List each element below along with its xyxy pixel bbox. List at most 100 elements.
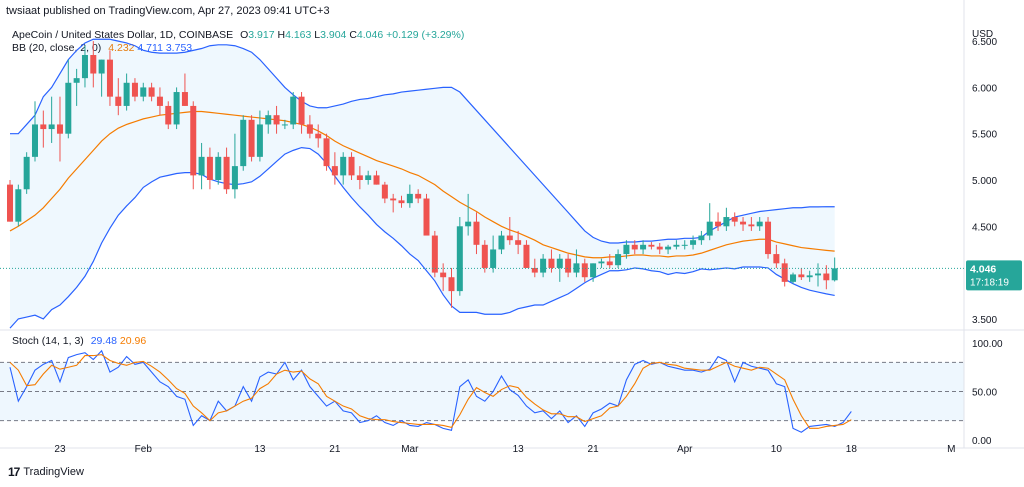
time-tick-label: 10 xyxy=(771,444,783,455)
time-tick-label: M xyxy=(947,444,955,455)
bb-band-fill xyxy=(10,39,835,329)
symbol-name: ApeCoin / United States Dollar, 1D, COIN… xyxy=(12,29,234,41)
countdown-value: 17:18:19 xyxy=(970,277,1009,288)
bb-label: BB (20, close, 2, 0) xyxy=(12,42,102,54)
candle-body xyxy=(265,115,272,125)
stoch-k-line xyxy=(9,349,852,433)
candle-body xyxy=(140,87,147,97)
candle-body xyxy=(665,246,672,250)
candle-body xyxy=(215,156,222,180)
candle-body xyxy=(56,124,63,134)
candle-body xyxy=(315,133,322,139)
candle-body xyxy=(456,226,463,292)
candle-body xyxy=(415,193,422,199)
candle-body xyxy=(798,274,805,278)
candle-body xyxy=(581,263,588,278)
candle-body xyxy=(290,96,297,125)
candle-body xyxy=(390,198,397,201)
open-value: 3.917 xyxy=(248,29,275,41)
candle-body xyxy=(465,221,472,227)
candle-body xyxy=(131,82,138,97)
time-tick-label: 13 xyxy=(254,444,266,455)
candle-body xyxy=(48,124,55,130)
change-value: +0.129 (+3.29%) xyxy=(386,29,465,41)
candle-body xyxy=(156,96,163,106)
candle-body xyxy=(481,244,488,268)
bb-mid-value: 4.232 xyxy=(108,42,135,54)
candle-body xyxy=(198,156,205,176)
stoch-tick-label: 100.00 xyxy=(972,339,1003,350)
candle-body xyxy=(590,263,597,278)
candle-body xyxy=(606,261,613,266)
candle-body xyxy=(381,184,388,199)
candle-body xyxy=(506,235,513,241)
time-tick-label: Apr xyxy=(677,444,693,455)
last-price-badge xyxy=(966,260,1022,291)
candle-body xyxy=(281,124,288,126)
price-tick-label: 3.500 xyxy=(972,315,997,326)
price-tick-label: 5.500 xyxy=(972,130,997,141)
candle-body xyxy=(815,273,822,276)
candle-body xyxy=(706,221,713,236)
candle-body xyxy=(98,59,105,74)
stoch-d-line xyxy=(9,354,852,429)
candle-body xyxy=(373,175,380,185)
stoch-legend: Stoch (14, 1, 3) 29.48 20.96 xyxy=(12,335,146,347)
candle-body xyxy=(790,274,797,282)
bb-middle-line xyxy=(9,110,835,259)
candle-body xyxy=(331,166,338,176)
candle-body xyxy=(698,235,705,241)
currency-label: USD xyxy=(972,29,993,40)
publisher-header: twsiaat published on TradingView.com, Ap… xyxy=(6,5,330,17)
bb-upper-line xyxy=(10,38,835,244)
candle-body xyxy=(823,273,830,281)
candle-body xyxy=(773,254,780,264)
candle-body xyxy=(340,156,347,176)
candle-body xyxy=(348,156,355,176)
candle-body xyxy=(765,221,772,255)
price-tick-label: 5.000 xyxy=(972,176,997,187)
last-price-value: 4.046 xyxy=(970,263,996,275)
price-tick-label: 6.000 xyxy=(972,83,997,94)
time-tick-label: 21 xyxy=(329,444,341,455)
candle-body xyxy=(248,119,255,157)
candle-body xyxy=(81,55,88,79)
close-label: C xyxy=(349,29,357,41)
open-label: O xyxy=(240,29,249,41)
stoch-tick-label: 50.00 xyxy=(972,388,997,399)
candle-body xyxy=(423,198,430,236)
candle-body xyxy=(540,258,547,273)
candle-body xyxy=(648,244,655,247)
high-label: H xyxy=(277,29,286,41)
candle-body xyxy=(181,92,188,106)
time-tick-label: Feb xyxy=(135,444,153,455)
brand-name: TradingView xyxy=(23,466,84,478)
candle-body xyxy=(123,82,130,106)
stoch-k-value: 29.48 xyxy=(90,335,117,347)
candle-body xyxy=(756,221,763,227)
price-tick-label: 6.500 xyxy=(972,37,997,48)
candle-body xyxy=(73,78,80,83)
candle-body xyxy=(690,240,697,245)
candle-body xyxy=(173,92,180,125)
candle-body xyxy=(240,119,247,167)
candle-body xyxy=(365,175,372,180)
candle-body xyxy=(115,96,122,106)
stoch-label: Stoch (14, 1, 3) xyxy=(12,335,84,347)
low-value: 3.904 xyxy=(320,29,347,41)
time-tick-label: 23 xyxy=(54,444,66,455)
candle-body xyxy=(565,258,572,273)
candle-body xyxy=(431,235,438,273)
candle-body xyxy=(23,156,30,190)
candle-body xyxy=(723,217,730,227)
time-tick-label: Mar xyxy=(401,444,419,455)
candle-body xyxy=(15,189,22,222)
bb-lower-value: 3.753 xyxy=(165,42,193,54)
candle-body xyxy=(231,166,238,190)
candle-body xyxy=(715,221,722,227)
time-tick-label: 13 xyxy=(513,444,525,455)
candle-body xyxy=(398,200,405,204)
candle-body xyxy=(490,249,497,268)
candle-body xyxy=(531,267,538,273)
